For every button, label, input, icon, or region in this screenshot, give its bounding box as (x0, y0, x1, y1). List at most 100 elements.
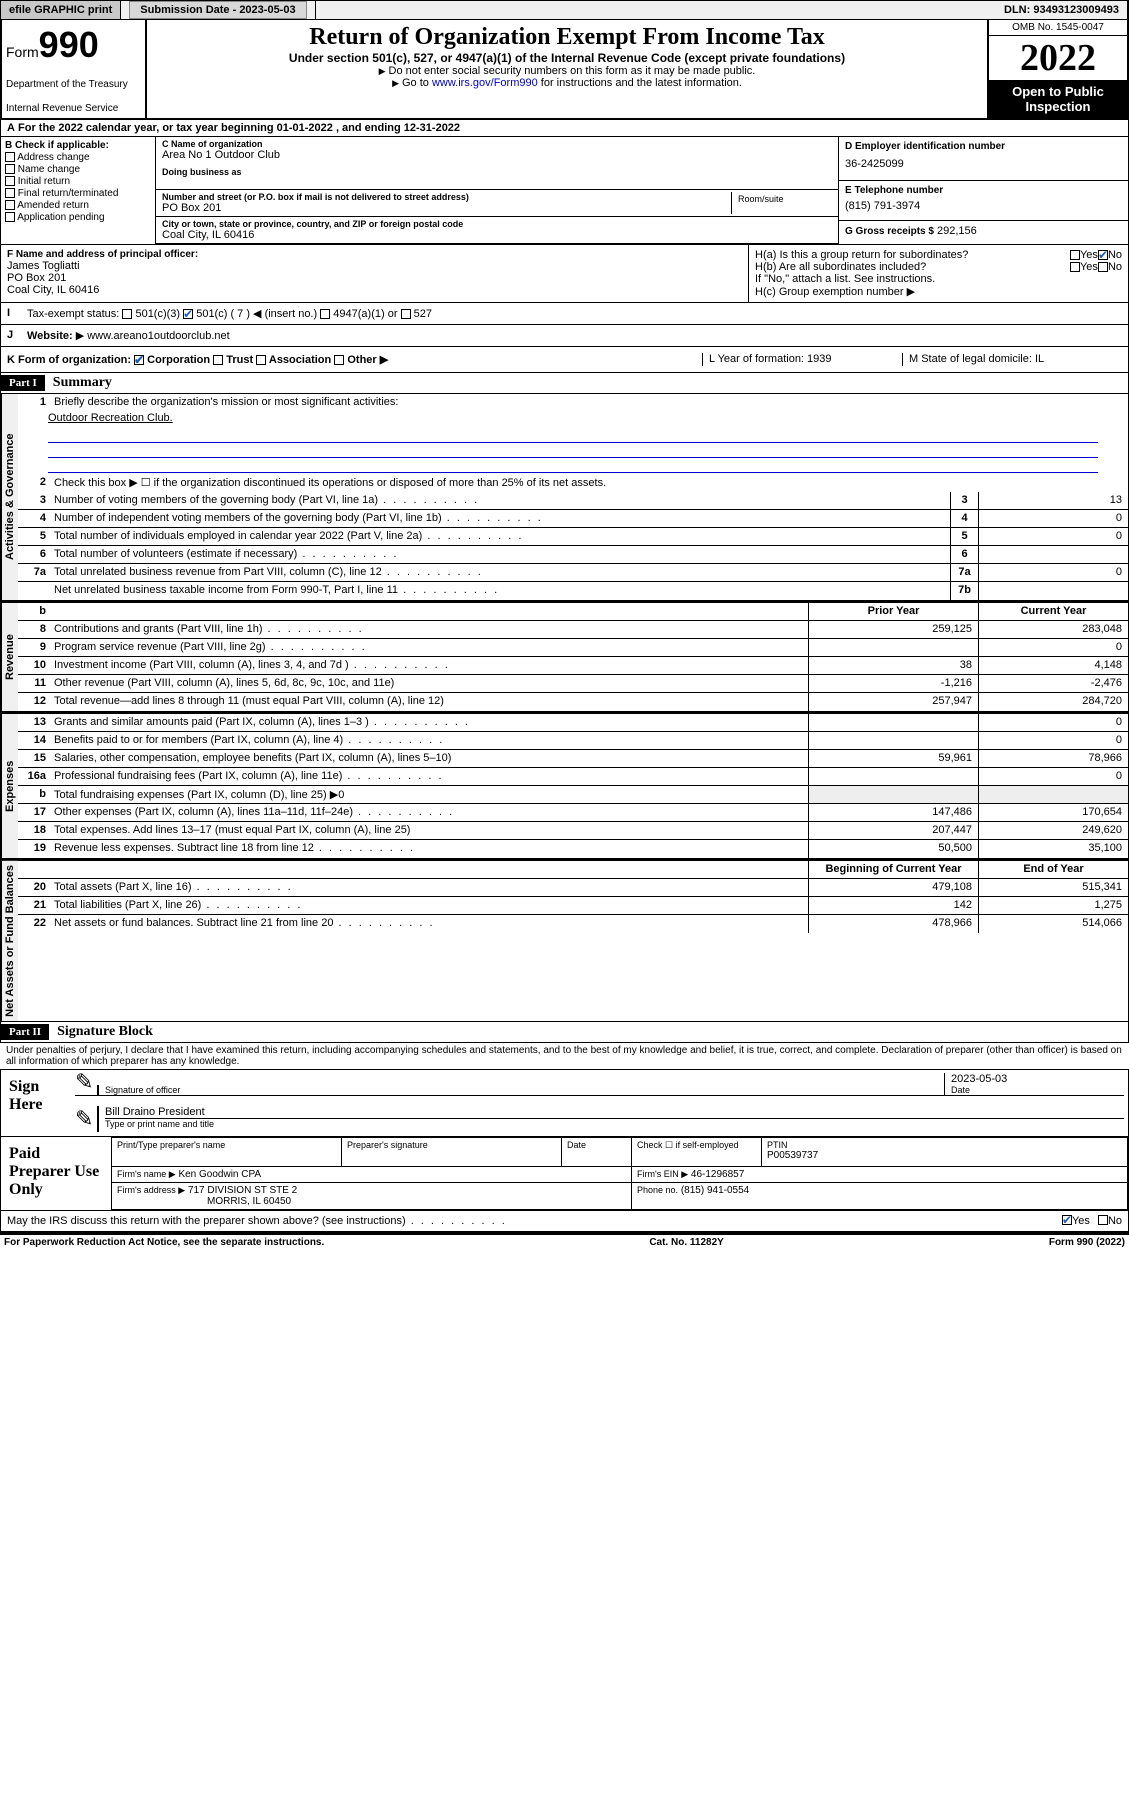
b-header: B Check if applicable: (5, 140, 151, 151)
hb-yes[interactable] (1070, 262, 1080, 272)
dln: DLN: 93493123009493 (996, 1, 1128, 19)
year-formation: L Year of formation: 1939 (702, 353, 902, 366)
officer-signed: Bill Draino President (105, 1106, 1124, 1119)
cb-501c[interactable] (183, 309, 193, 319)
section-governance: Activities & Governance 1Briefly describ… (0, 394, 1129, 601)
dept-treasury: Department of the Treasury (6, 79, 141, 90)
sub-date-btn[interactable]: Submission Date - 2023-05-03 (129, 1, 306, 19)
org-name-field: C Name of organization Area No 1 Outdoor… (156, 137, 838, 190)
ein: 36-2425099 (845, 152, 1122, 176)
discuss-no[interactable] (1098, 1215, 1108, 1225)
website[interactable]: www.areano1outdoorclub.net (87, 330, 229, 342)
col-right: D Employer identification number 36-2425… (838, 137, 1128, 244)
goto-instr: Go to www.irs.gov/Form990 for instructio… (151, 77, 983, 89)
discuss-row: May the IRS discuss this return with the… (0, 1211, 1129, 1233)
mission: Outdoor Recreation Club. (48, 412, 173, 424)
cb-address[interactable]: Address change (5, 152, 151, 163)
cb-trust[interactable] (213, 355, 223, 365)
cb-4947[interactable] (320, 309, 330, 319)
cb-application[interactable]: Application pending (5, 212, 151, 223)
org-name: Area No 1 Outdoor Club (162, 149, 832, 161)
efile-label[interactable]: efile GRAPHIC print (1, 1, 121, 19)
open-inspection: Open to Public Inspection (989, 80, 1127, 118)
v3: 13 (978, 492, 1128, 509)
col-c: C Name of organization Area No 1 Outdoor… (156, 137, 838, 244)
row-fh: F Name and address of principal officer:… (0, 245, 1129, 303)
city-field: City or town, state or province, country… (156, 217, 838, 244)
field-e: E Telephone number (815) 791-3974 (839, 181, 1128, 221)
city: Coal City, IL 60416 (162, 229, 832, 241)
section-netassets: Net Assets or Fund Balances Beginning of… (0, 859, 1129, 1022)
field-d: D Employer identification number 36-2425… (839, 137, 1128, 181)
firm-ein: 46-1296857 (691, 1169, 744, 1180)
cb-corp[interactable] (134, 355, 144, 365)
row-i: I Tax-exempt status: 501(c)(3) 501(c) ( … (0, 303, 1129, 325)
form-ref: Form 990 (2022) (1049, 1237, 1125, 1248)
submission-date: Submission Date - 2023-05-03 (121, 1, 315, 19)
v6 (978, 546, 1128, 563)
firm-name: Ken Goodwin CPA (178, 1169, 261, 1180)
sign-here: Sign Here (1, 1070, 71, 1136)
col-b: B Check if applicable: Address change Na… (1, 137, 156, 244)
firm-addr: 717 DIVISION ST STE 2 (188, 1185, 297, 1196)
omb-no: OMB No. 1545-0047 (989, 20, 1127, 36)
tab-governance: Activities & Governance (1, 394, 18, 600)
cat-no: Cat. No. 11282Y (649, 1237, 723, 1248)
form-header: Form990 Department of the Treasury Inter… (0, 20, 1129, 120)
cb-other[interactable] (334, 355, 344, 365)
section-expenses: Expenses 13Grants and similar amounts pa… (0, 712, 1129, 859)
form-title: Return of Organization Exempt From Incom… (151, 24, 983, 51)
line-a: A For the 2022 calendar year, or tax yea… (0, 120, 1129, 137)
cb-name[interactable]: Name change (5, 164, 151, 175)
state-domicile: M State of legal domicile: IL (902, 353, 1122, 366)
tab-revenue: Revenue (1, 603, 18, 711)
sign-date: 2023-05-03 (951, 1073, 1124, 1085)
sign-block: Sign Here ✎ Signature of officer 2023-05… (0, 1070, 1129, 1137)
block-bc: B Check if applicable: Address change Na… (0, 137, 1129, 245)
paid-table: Print/Type preparer's name Preparer's si… (111, 1137, 1128, 1210)
row-j: J Website: ▶ www.areano1outdoorclub.net (0, 325, 1129, 347)
cb-527[interactable] (401, 309, 411, 319)
paid-preparer: Paid Preparer Use Only Print/Type prepar… (0, 1137, 1129, 1211)
ha-no[interactable] (1098, 250, 1108, 260)
gross-receipts: 292,156 (937, 225, 977, 237)
irs: Internal Revenue Service (6, 103, 141, 114)
phone: (815) 791-3974 (845, 196, 1122, 216)
ptin: P00539737 (767, 1150, 1122, 1161)
tab-netassets: Net Assets or Fund Balances (1, 861, 18, 1021)
officer-name: James Togliatti (7, 260, 742, 272)
cb-final[interactable]: Final return/terminated (5, 188, 151, 199)
discuss-yes[interactable] (1062, 1215, 1072, 1225)
field-h: H(a) Is this a group return for subordin… (748, 245, 1128, 302)
footer: For Paperwork Reduction Act Notice, see … (0, 1233, 1129, 1250)
room-suite: Room/suite (732, 192, 832, 214)
field-f: F Name and address of principal officer:… (1, 245, 748, 302)
v7b (978, 582, 1128, 600)
section-revenue: Revenue bPrior YearCurrent Year 8Contrib… (0, 601, 1129, 712)
paid-hdr: Paid Preparer Use Only (1, 1137, 111, 1210)
hb-no[interactable] (1098, 262, 1108, 272)
v4: 0 (978, 510, 1128, 527)
cb-assoc[interactable] (256, 355, 266, 365)
tab-expenses: Expenses (1, 714, 18, 858)
topbar: efile GRAPHIC print Submission Date - 20… (0, 0, 1129, 20)
cb-initial[interactable]: Initial return (5, 176, 151, 187)
paperwork-notice: For Paperwork Reduction Act Notice, see … (4, 1237, 324, 1248)
part1-header: Part I Summary (0, 373, 1129, 394)
form-number: Form990 (6, 24, 141, 66)
row-k: K Form of organization: Corporation Trus… (0, 347, 1129, 373)
ssn-notice: Do not enter social security numbers on … (151, 65, 983, 77)
cb-501c3[interactable] (122, 309, 132, 319)
part2-header: Part II Signature Block (0, 1022, 1129, 1043)
ha-yes[interactable] (1070, 250, 1080, 260)
firm-phone: (815) 941-0554 (681, 1185, 749, 1196)
form-subtitle: Under section 501(c), 527, or 4947(a)(1)… (151, 51, 983, 65)
cb-amended[interactable]: Amended return (5, 200, 151, 211)
tax-year: 2022 (989, 36, 1127, 80)
street-field: Number and street (or P.O. box if mail i… (156, 190, 838, 217)
penalty-text: Under penalties of perjury, I declare th… (0, 1043, 1129, 1070)
field-g: G Gross receipts $ 292,156 (839, 221, 1128, 241)
street: PO Box 201 (162, 202, 731, 214)
form990-link[interactable]: www.irs.gov/Form990 (432, 77, 538, 89)
v7a: 0 (978, 564, 1128, 581)
